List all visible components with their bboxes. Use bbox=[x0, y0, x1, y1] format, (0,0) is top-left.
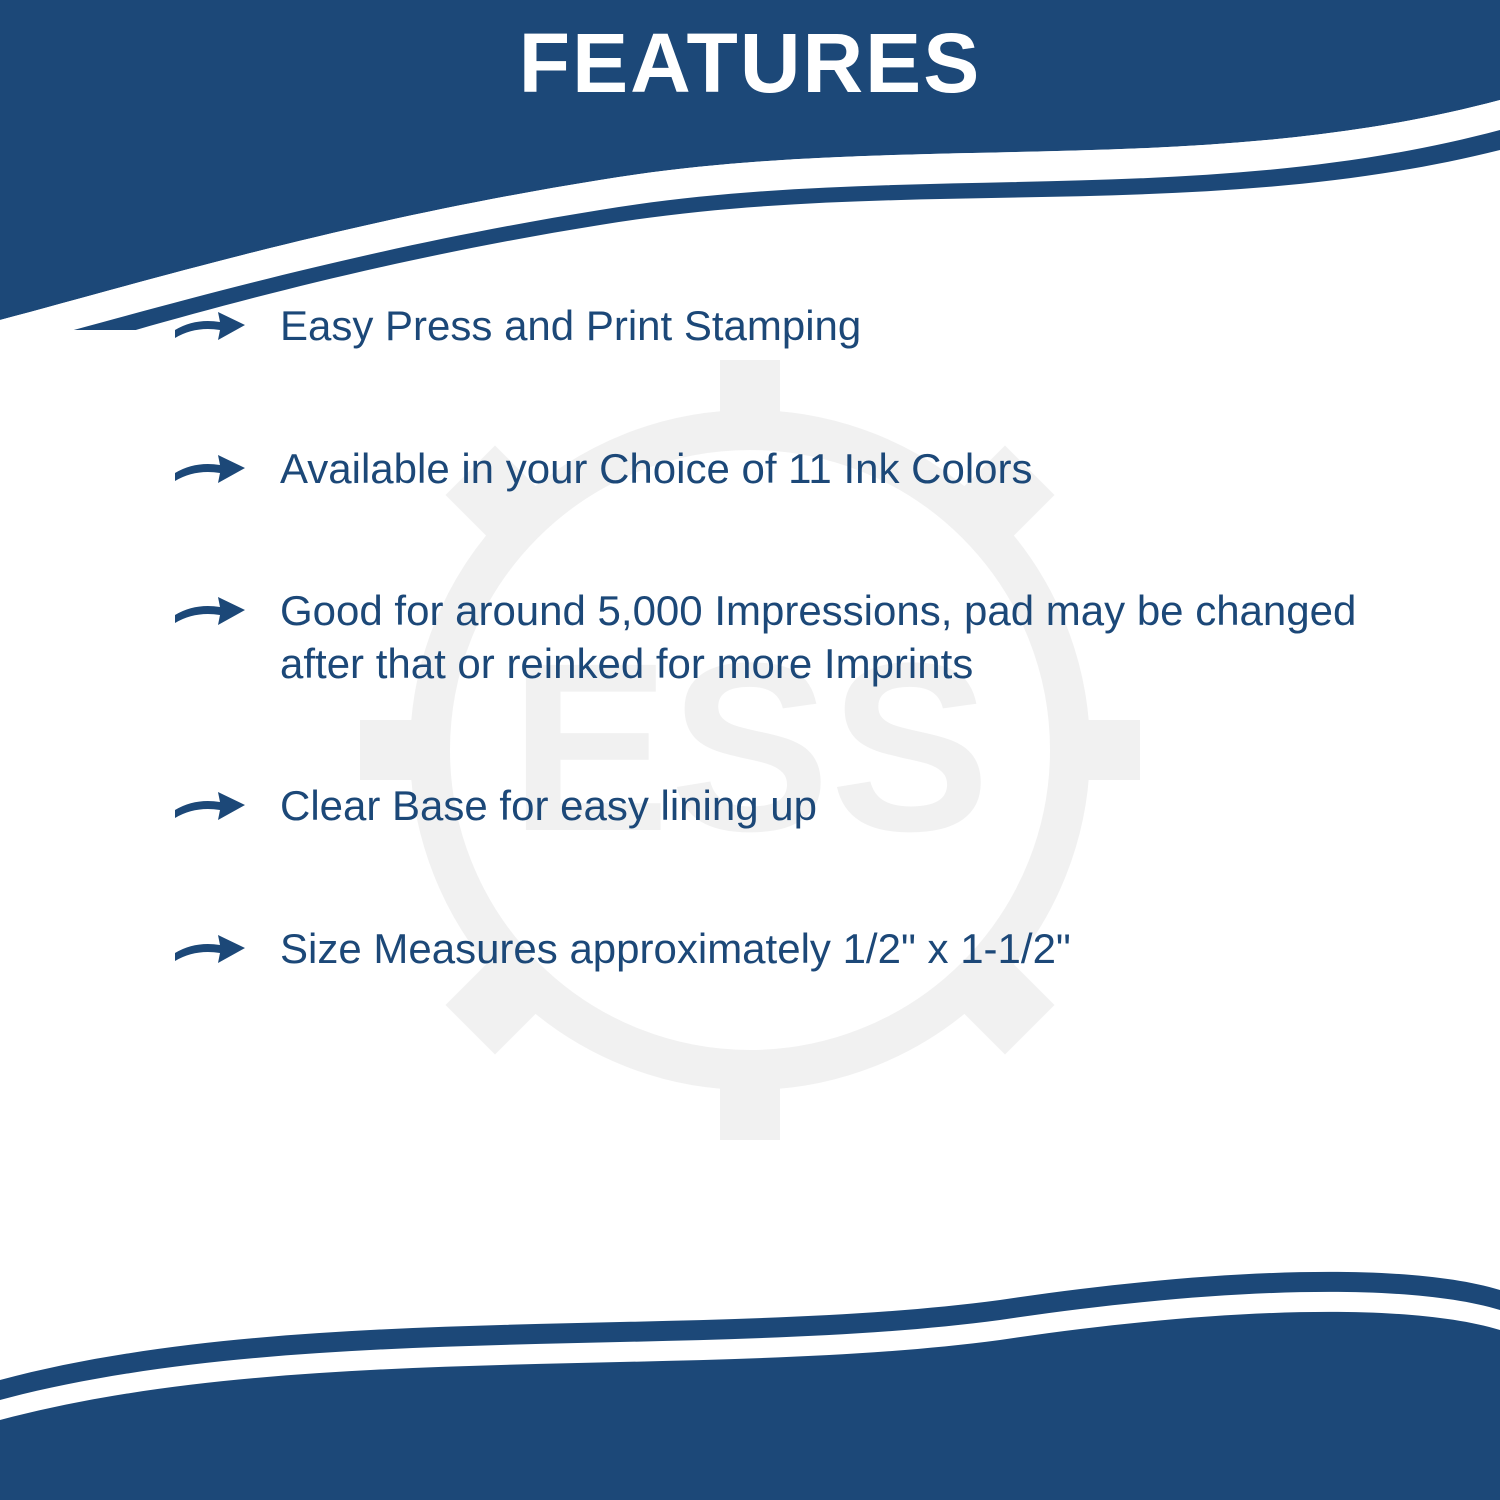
feature-item: Clear Base for easy lining up bbox=[170, 780, 1380, 833]
arrow-icon bbox=[170, 585, 250, 635]
feature-item: Available in your Choice of 11 Ink Color… bbox=[170, 443, 1380, 496]
arrow-icon bbox=[170, 780, 250, 830]
feature-text: Available in your Choice of 11 Ink Color… bbox=[280, 443, 1033, 496]
bottom-wave-shape bbox=[0, 1240, 1500, 1500]
feature-item: Easy Press and Print Stamping bbox=[170, 300, 1380, 353]
feature-text: Good for around 5,000 Impressions, pad m… bbox=[280, 585, 1380, 690]
feature-item: Good for around 5,000 Impressions, pad m… bbox=[170, 585, 1380, 690]
arrow-icon bbox=[170, 443, 250, 493]
arrow-icon bbox=[170, 923, 250, 973]
feature-text: Size Measures approximately 1/2" x 1-1/2… bbox=[280, 923, 1071, 976]
arrow-icon bbox=[170, 300, 250, 350]
page-title: FEATURES bbox=[0, 15, 1500, 112]
features-list: Easy Press and Print Stamping Available … bbox=[170, 300, 1380, 1065]
feature-text: Clear Base for easy lining up bbox=[280, 780, 817, 833]
infographic-container: ESS FEATURES Easy Press and Print Stampi… bbox=[0, 0, 1500, 1500]
feature-text: Easy Press and Print Stamping bbox=[280, 300, 861, 353]
feature-item: Size Measures approximately 1/2" x 1-1/2… bbox=[170, 923, 1380, 976]
